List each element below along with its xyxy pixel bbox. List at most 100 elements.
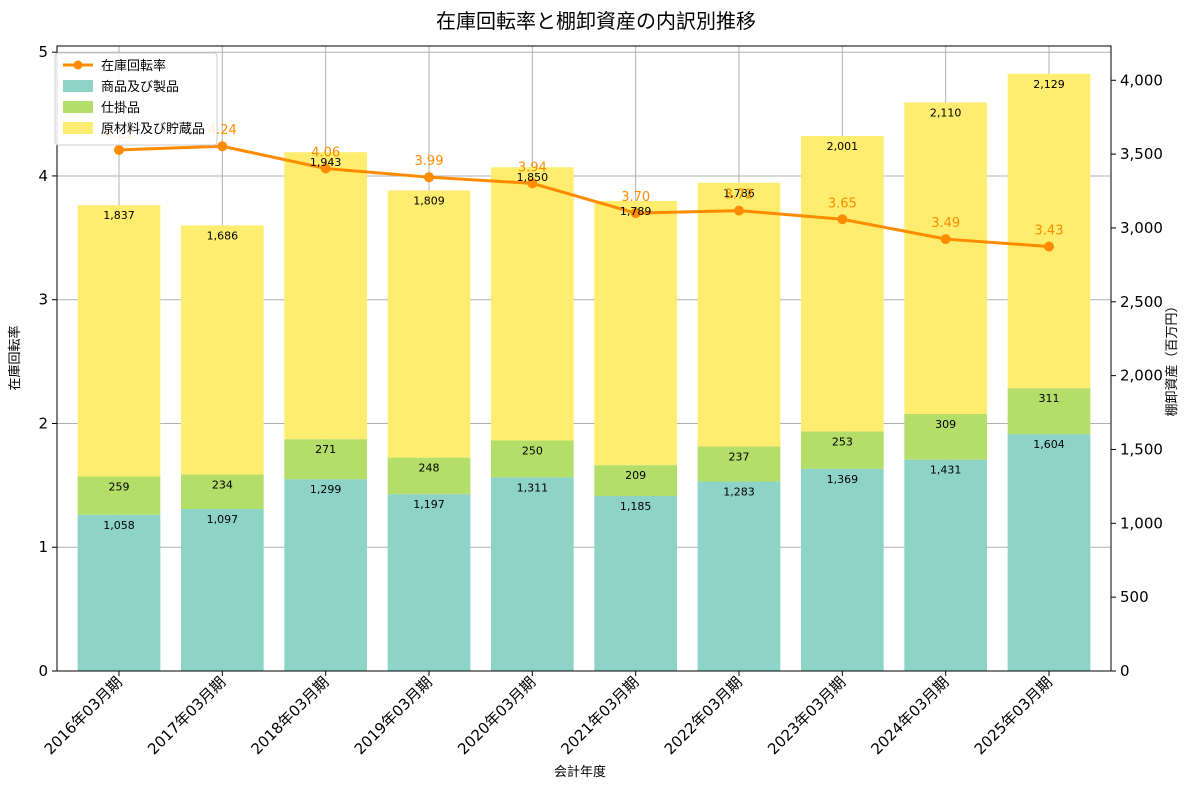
bar-value-label: 271 xyxy=(315,443,336,456)
bars-layer xyxy=(77,73,1091,671)
bar-value-label: 309 xyxy=(935,418,956,431)
bar-value-label: 1,850 xyxy=(517,171,549,184)
bar-value-label: 1,311 xyxy=(517,481,549,494)
bar-value-label: 234 xyxy=(212,478,233,491)
y-left-tick-label: 4 xyxy=(38,167,48,185)
x-tick-label: 2025年03月期 xyxy=(971,673,1056,758)
bar-segment xyxy=(904,102,987,415)
y-right-tick-label: 4,000 xyxy=(1120,71,1163,89)
x-tick-label: 2024年03月期 xyxy=(867,673,952,758)
bar-segment xyxy=(1007,388,1091,435)
bar-value-label: 2,110 xyxy=(930,106,962,119)
turnover-point xyxy=(424,172,434,183)
bar-value-label: 1,283 xyxy=(723,486,755,499)
y-right-tick-label: 0 xyxy=(1120,662,1130,680)
turnover-value-label: 3.94 xyxy=(518,160,547,175)
bar-value-label: 1,058 xyxy=(103,519,135,532)
chart-title: 在庫回転率と棚卸資産の内訳別推移 xyxy=(436,9,756,33)
bar-segment xyxy=(181,225,264,475)
turnover-value-label: 3.70 xyxy=(621,190,650,205)
bar-value-label: 1,837 xyxy=(103,209,135,222)
y-right-tick-label: 3,500 xyxy=(1120,145,1163,163)
y-axis-left-title: 在庫回転率 xyxy=(7,325,23,390)
bar-value-label: 2,001 xyxy=(827,140,859,153)
bar-value-label: 248 xyxy=(419,462,440,475)
bar-value-label: 1,097 xyxy=(207,513,239,526)
bar-value-label: 1,809 xyxy=(413,194,445,207)
y-left-tick-label: 2 xyxy=(38,414,48,432)
x-tick-label: 2019年03月期 xyxy=(351,673,436,758)
bar-segment xyxy=(697,182,781,447)
bar-segment xyxy=(181,508,264,671)
y-right-tick-label: 1,500 xyxy=(1120,440,1163,458)
x-tick-label: 2018年03月期 xyxy=(247,673,332,758)
legend-box xyxy=(54,52,218,146)
bar-segment xyxy=(697,481,781,671)
y-right-tick-label: 1,000 xyxy=(1120,514,1163,532)
x-tick-label: 2023年03月期 xyxy=(764,673,849,758)
y-axis-right-title: 棚卸資産（百万円） xyxy=(1164,299,1180,416)
bar-value-label: 1,943 xyxy=(310,156,342,169)
bar-segment xyxy=(904,459,987,671)
y-right-tick-label: 2,000 xyxy=(1120,367,1163,385)
bar-value-label: 1,686 xyxy=(207,229,239,242)
bar-value-label: 209 xyxy=(625,469,646,482)
bar-segment xyxy=(181,474,264,509)
bar-segment xyxy=(284,479,367,671)
legend-label: 仕掛品 xyxy=(101,101,140,116)
plot-frame xyxy=(56,45,1112,672)
line-layer xyxy=(114,141,1054,252)
turnover-point xyxy=(940,234,951,245)
bar-value-label: 311 xyxy=(1039,392,1060,405)
turnover-value-label: 4.06 xyxy=(311,146,340,161)
bar-segment xyxy=(594,200,677,466)
turnover-value-label: 3.49 xyxy=(931,216,960,231)
bar-segment xyxy=(387,494,471,671)
turnover-point xyxy=(630,208,641,219)
bar-value-label: 1,786 xyxy=(723,187,755,200)
bar-segment xyxy=(491,477,574,671)
legend-swatch xyxy=(63,80,93,92)
bar-segment xyxy=(594,465,677,496)
bar-value-label: 237 xyxy=(729,451,750,464)
bar-value-label: 2,129 xyxy=(1033,78,1065,91)
y-left-tick-label: 1 xyxy=(38,538,48,556)
bar-segment xyxy=(801,468,884,671)
bar-segment xyxy=(77,205,161,477)
legend-marker xyxy=(73,60,83,70)
bar-segment xyxy=(77,514,161,671)
y-right-tick-label: 2,500 xyxy=(1120,293,1163,311)
x-tick-label: 2016年03月期 xyxy=(41,673,126,758)
x-tick-label: 2022年03月期 xyxy=(661,673,746,758)
turnover-value-label: 3.72 xyxy=(725,188,754,203)
turnover-value-label: 3.65 xyxy=(828,196,857,211)
y-right-tick-label: 3,000 xyxy=(1120,219,1163,237)
bar-segment xyxy=(491,167,574,441)
x-tick-label: 2020年03月期 xyxy=(454,673,539,758)
bar-value-label: 1,604 xyxy=(1033,438,1065,451)
bar-segment xyxy=(284,152,367,440)
bar-value-label: 1,197 xyxy=(413,498,445,511)
bar-segment xyxy=(387,457,471,495)
turnover-point xyxy=(837,214,848,225)
legend-label: 在庫回転率 xyxy=(101,58,166,74)
bar-value-label: 1,299 xyxy=(310,483,342,496)
bar-value-label: 1,185 xyxy=(620,500,652,513)
bar-segment xyxy=(491,440,574,478)
y-left-tick-label: 5 xyxy=(38,43,48,61)
turnover-point xyxy=(320,163,331,174)
bar-value-label: 1,431 xyxy=(930,464,962,477)
turnover-point xyxy=(217,141,228,152)
bar-segment xyxy=(904,414,987,460)
bar-segment xyxy=(1007,73,1091,389)
bar-segment xyxy=(284,439,367,480)
bar-value-label: 250 xyxy=(522,444,543,457)
x-axis-title: 会計年度 xyxy=(554,764,606,780)
bar-segment xyxy=(801,135,884,432)
bar-value-label: 1,789 xyxy=(620,205,652,218)
bar-value-label: 1,369 xyxy=(827,473,859,486)
turnover-point xyxy=(114,144,124,155)
legend-label: 商品及び製品 xyxy=(101,80,179,95)
bar-segment xyxy=(1007,434,1091,671)
